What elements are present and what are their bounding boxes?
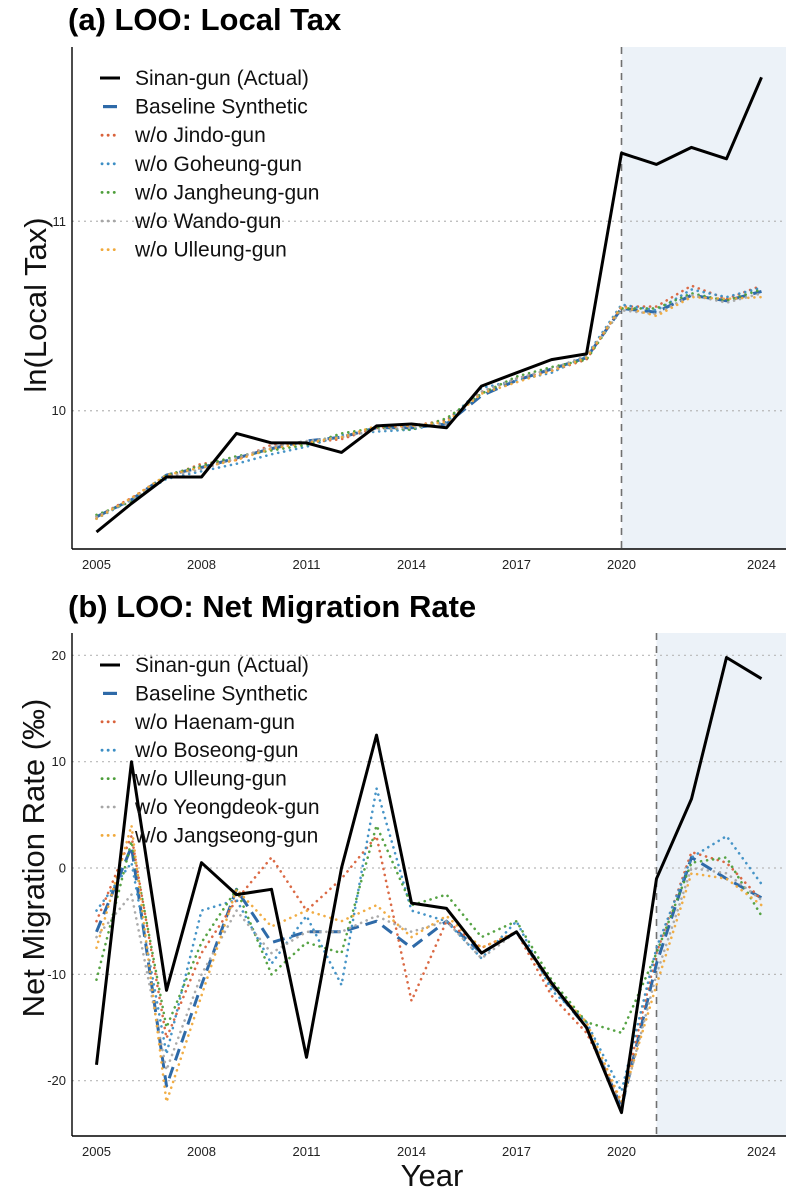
x-tick-label: 2017 — [502, 557, 531, 572]
x-tick-label: 2005 — [82, 1144, 111, 1159]
post-treatment-shading — [656, 633, 786, 1136]
panel-b-net-migration: 2005 2008 2011 2014 2017 2020 2024 -20 -10 0 10 20… — [16, 589, 786, 1193]
legend-item: Baseline Synthetic — [103, 682, 308, 705]
series-line-w-o-boseong-gun — [95, 786, 763, 1093]
legend-item: Baseline Synthetic — [103, 96, 308, 119]
y-axis-title: ln(Local Tax) — [18, 217, 53, 392]
x-tick-label: 2014 — [397, 557, 426, 572]
y-tick-label: -10 — [47, 967, 66, 982]
chart-title: (b) LOO: Net Migration Rate — [68, 589, 476, 624]
y-tick-label: 10 — [52, 403, 66, 418]
x-tick-label: 2024 — [747, 1144, 776, 1159]
y-tick-labels: -20 -10 0 10 20 — [47, 648, 66, 1088]
x-axis-title: Year — [401, 1158, 464, 1193]
legend-item: w/o Jangseong-gun — [100, 824, 318, 847]
y-tick-label: 10 — [52, 754, 66, 769]
legend-item: w/o Yeongdeok-gun — [100, 796, 320, 819]
legend-item: w/o Haenam-gun — [100, 711, 295, 734]
series-line-w-o-haenam-gun — [95, 834, 763, 1104]
x-tick-label: 2011 — [293, 1144, 321, 1159]
legend: Sinan-gun (Actual) Baseline Synthetic w/o … — [100, 67, 319, 262]
x-tick-label: 2011 — [293, 557, 321, 572]
x-tick-labels: 2005 2008 2011 2014 2017 2020 2024 — [82, 1144, 776, 1159]
series-line-sinan-gun-actual — [95, 656, 763, 1115]
legend-label: w/o Ulleung-gun — [134, 768, 287, 791]
legend-item: w/o Jangheung-gun — [100, 181, 319, 204]
x-tick-labels: 2005 2008 2011 2014 2017 2020 2024 — [82, 557, 776, 572]
series-line-baseline-synthetic — [95, 845, 763, 1109]
x-tick-label: 2014 — [397, 1144, 426, 1159]
series-line-w-o-jangseong-gun — [95, 824, 763, 1104]
legend-label: w/o Jangseong-gun — [134, 824, 318, 847]
series-line-w-o-jindo-gun — [95, 284, 763, 519]
chart-title: (a) LOO: Local Tax — [68, 2, 342, 37]
x-tick-label: 2008 — [187, 557, 216, 572]
series-line-w-o-ulleung-gun — [95, 295, 763, 521]
legend-label: Sinan-gun (Actual) — [135, 67, 309, 90]
x-tick-label: 2020 — [607, 557, 636, 572]
x-tick-label: 2008 — [187, 1144, 216, 1159]
series-group — [95, 76, 763, 534]
y-tick-label: 0 — [59, 861, 66, 876]
y-tick-labels: 10 11 — [52, 214, 66, 418]
panel-a-local-tax: 2005 2008 2011 2014 2017 2020 2024 10 11 Sinan-… — [18, 2, 786, 572]
series-line-sinan-gun-actual — [95, 76, 763, 534]
legend-label: Sinan-gun (Actual) — [135, 654, 309, 677]
y-tick-label: -20 — [47, 1073, 66, 1088]
x-tick-label: 2017 — [502, 1144, 531, 1159]
legend-label: w/o Haenam-gun — [134, 711, 295, 734]
axes — [71, 633, 786, 1137]
legend-item: w/o Boseong-gun — [100, 739, 298, 762]
x-tick-label: 2024 — [747, 557, 776, 572]
series-line-w-o-yeongdeok-gun — [95, 866, 763, 1109]
gridlines — [72, 654, 786, 1082]
legend-item: w/o Goheung-gun — [100, 153, 302, 176]
legend-label: w/o Boseong-gun — [134, 739, 298, 762]
y-tick-label: 20 — [52, 648, 66, 663]
legend-item: w/o Ulleung-gun — [100, 239, 287, 262]
legend-label: w/o Yeongdeok-gun — [134, 796, 320, 819]
legend-item: w/o Jindo-gun — [100, 124, 266, 147]
legend-label: w/o Ulleung-gun — [134, 239, 287, 262]
series-group — [95, 656, 763, 1115]
legend-item: w/o Ulleung-gun — [100, 768, 287, 791]
x-tick-label: 2020 — [607, 1144, 636, 1159]
legend-label: w/o Jangheung-gun — [134, 181, 319, 204]
legend-label: w/o Wando-gun — [134, 210, 281, 233]
series-line-w-o-ulleung-gun — [95, 824, 763, 1035]
axes — [71, 47, 786, 550]
legend-label: w/o Goheung-gun — [134, 153, 302, 176]
legend-label: w/o Jindo-gun — [134, 124, 266, 147]
legend: Sinan-gun (Actual) Baseline Synthetic w/o … — [100, 654, 320, 847]
y-tick-label: 11 — [53, 214, 67, 229]
legend-item: w/o Wando-gun — [100, 210, 281, 233]
x-tick-label: 2005 — [82, 557, 111, 572]
legend-item: Sinan-gun (Actual) — [100, 654, 309, 677]
legend-item: Sinan-gun (Actual) — [100, 67, 309, 90]
y-axis-title: Net Migration Rate (‰) — [16, 699, 51, 1018]
legend-label: Baseline Synthetic — [135, 682, 308, 705]
legend-label: Baseline Synthetic — [135, 96, 308, 119]
gridlines — [72, 220, 786, 412]
